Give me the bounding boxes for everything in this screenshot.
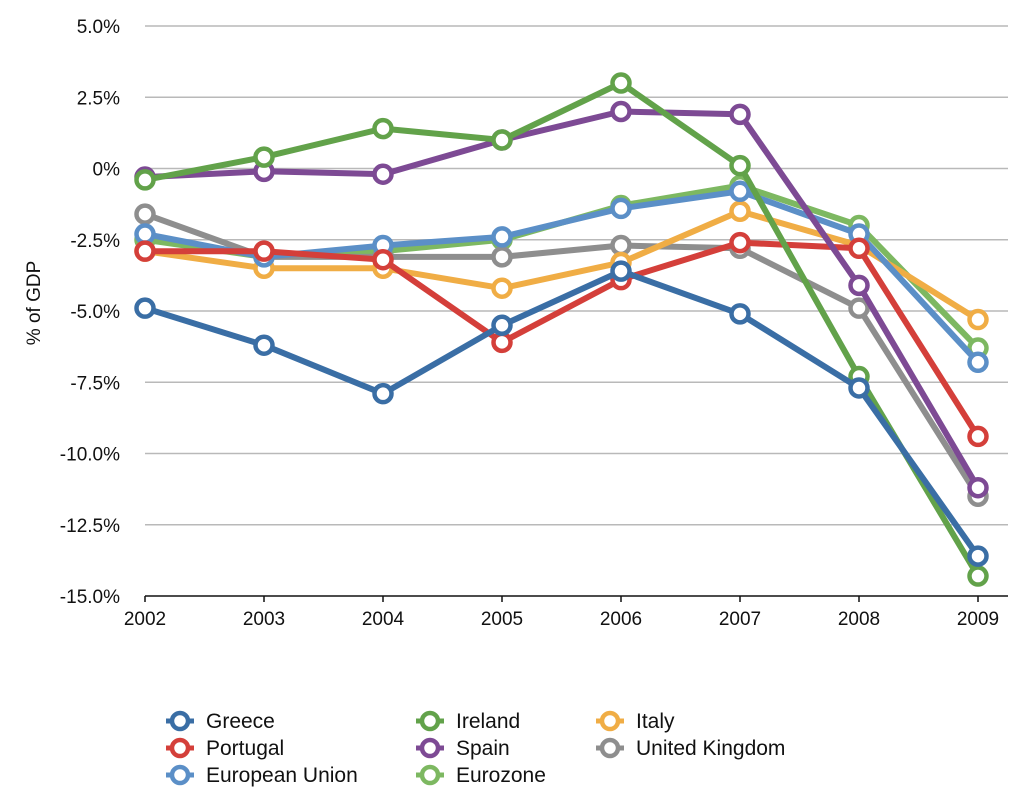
data-point-italy [967, 308, 989, 331]
data-point-ireland [372, 117, 394, 140]
legend-item-portugal: Portugal [166, 737, 284, 760]
data-point-spain [610, 100, 632, 123]
data-point-greece [134, 297, 156, 319]
data-point-greece [729, 303, 751, 325]
legend-swatch-marker [599, 710, 621, 732]
gridlines [145, 25, 1008, 526]
data-point-greece [253, 334, 275, 356]
y-tick-label: 2.5% [77, 88, 120, 109]
legend-label: Ireland [456, 710, 520, 733]
data-point-greece [610, 260, 632, 282]
x-tick-label: 2004 [362, 609, 405, 630]
legend-swatch-marker [419, 710, 441, 732]
legend-item-european-union: European Union [166, 764, 358, 787]
legend-swatch-marker [169, 710, 191, 732]
data-point-spain [967, 476, 989, 499]
y-tick-label: -12.5% [60, 516, 120, 537]
series-lines [134, 72, 989, 587]
x-tick-label: 2003 [243, 609, 285, 630]
data-point-portugal [372, 248, 394, 271]
legend-label: Eurozone [456, 764, 546, 787]
data-point-ireland [967, 565, 989, 587]
legend-item-spain: Spain [416, 737, 510, 760]
data-point-ireland [491, 129, 513, 151]
legend-swatch-marker [419, 737, 441, 759]
data-point-ireland [253, 146, 275, 168]
data-point-portugal [848, 237, 870, 260]
y-axis-title: % of GDP [24, 261, 45, 345]
data-point-ireland [134, 169, 156, 191]
data-point-portugal [491, 331, 513, 354]
legend-item-united-kingdom: United Kingdom [596, 737, 785, 760]
data-point-united-kingdom [848, 297, 870, 319]
x-tick-label: 2009 [957, 609, 999, 630]
y-tick-label: -10.0% [60, 445, 120, 466]
data-point-portugal [729, 231, 751, 254]
data-point-united-kingdom [134, 203, 156, 225]
legend-label: United Kingdom [636, 737, 785, 760]
series-line-greece [142, 268, 981, 560]
series-line-spain [142, 108, 981, 491]
legend-label: Spain [456, 737, 510, 760]
legend-label: European Union [206, 764, 358, 787]
legend-label: Italy [636, 710, 675, 733]
data-point-portugal [134, 240, 156, 262]
x-tick-label: 2008 [838, 609, 880, 630]
x-tick-label: 2005 [481, 609, 523, 630]
y-tick-label: 0% [93, 160, 121, 181]
data-point-european-union [491, 226, 513, 248]
data-point-greece [848, 377, 870, 399]
data-point-european-union [967, 351, 989, 374]
legend: Greece Portugal European Union Ireland Spain… [166, 710, 785, 787]
series-ireland [134, 72, 989, 587]
data-point-european-union [729, 180, 751, 203]
data-point-spain [372, 163, 394, 185]
data-point-portugal [967, 425, 989, 448]
legend-item-italy: Italy [596, 710, 675, 733]
data-point-european-union [610, 197, 632, 220]
data-point-united-kingdom [610, 234, 632, 257]
data-point-spain [848, 274, 870, 297]
y-tick-label: -7.5% [70, 373, 120, 394]
series-greece [134, 260, 989, 567]
x-tick-label: 2002 [124, 609, 166, 630]
data-point-italy [491, 277, 513, 299]
legend-swatch-marker [599, 737, 621, 759]
legend-item-greece: Greece [166, 710, 275, 733]
axes: 5.0% 2.5% 0% -2.5% -5.0% -7.5% -10.0% -12.5% -15… [24, 17, 1008, 630]
legend-swatch-marker [169, 737, 191, 759]
data-point-greece [967, 545, 989, 567]
data-point-greece [491, 314, 513, 336]
legend-label: Portugal [206, 737, 284, 760]
x-tick-label: 2007 [719, 609, 761, 630]
y-tick-label: 5.0% [77, 17, 120, 38]
data-point-portugal [253, 240, 275, 262]
data-point-ireland [610, 72, 632, 94]
y-tick-label: -5.0% [70, 302, 120, 323]
series-line-portugal [142, 239, 981, 440]
data-point-united-kingdom [491, 246, 513, 268]
data-point-italy [729, 200, 751, 222]
series-line-italy [142, 208, 981, 323]
data-point-european-union [134, 223, 156, 245]
series-line-ireland [142, 80, 981, 580]
data-point-ireland [729, 154, 751, 177]
legend-swatch-marker [419, 764, 441, 786]
legend-item-ireland: Ireland [416, 710, 520, 733]
y-tick-label: -15.0% [60, 587, 120, 608]
data-point-spain [729, 103, 751, 126]
legend-label: Greece [206, 710, 275, 733]
x-tick-label: 2006 [600, 609, 642, 630]
legend-item-eurozone: Eurozone [416, 764, 546, 787]
legend-swatch-marker [169, 764, 191, 786]
data-point-greece [372, 382, 394, 405]
y-tick-label: -2.5% [70, 231, 120, 252]
